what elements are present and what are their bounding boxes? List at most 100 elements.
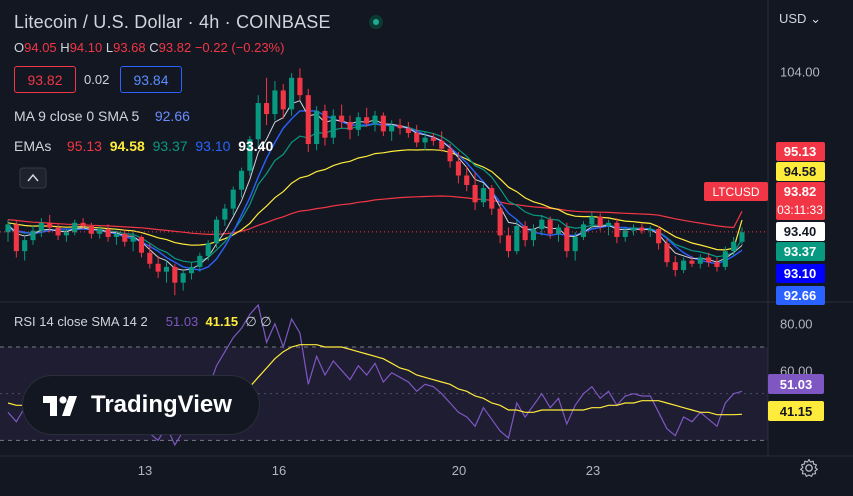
candle-body: [88, 225, 94, 234]
candle-body: [122, 233, 128, 242]
price-tag-label: 92.66: [784, 288, 817, 303]
candle-body: [80, 222, 86, 226]
candle-body: [639, 227, 645, 231]
candle-body: [505, 235, 512, 252]
time-label: 20: [452, 463, 466, 478]
sell-button[interactable]: 93.82: [14, 66, 76, 93]
chevron-up-icon: [27, 173, 39, 182]
tradingview-wordmark: TradingView: [91, 391, 232, 418]
candle-body: [414, 132, 420, 143]
rsi-tag-label: 41.15: [780, 404, 813, 419]
candle-body: [238, 170, 245, 190]
candle-body: [472, 184, 478, 203]
candle-body: [689, 260, 695, 264]
spread-value: 0.02: [84, 72, 110, 87]
candle-body: [522, 225, 528, 241]
candle-body: [514, 225, 520, 252]
candle-body: [580, 224, 587, 237]
candle-body: [322, 110, 328, 138]
time-label: 16: [272, 463, 286, 478]
candles-group: [5, 68, 745, 296]
candle-body: [572, 236, 578, 252]
candle-body: [38, 222, 44, 231]
candle-body: [130, 236, 136, 242]
buy-button[interactable]: 93.84: [120, 66, 182, 93]
candle-body: [280, 90, 286, 110]
candle-body: [530, 229, 537, 241]
candle-body: [180, 273, 186, 283]
candle-body: [631, 227, 637, 231]
candle-body: [555, 227, 562, 234]
rsi-tag: [768, 401, 824, 421]
candle-body: [297, 77, 303, 96]
price-tag: [776, 162, 825, 181]
candle-body: [305, 95, 311, 144]
candle-body: [155, 263, 161, 272]
candle-body: [622, 230, 628, 237]
candle-body: [739, 232, 745, 242]
chevron-down-icon: ⌄: [810, 11, 821, 26]
candle-body: [731, 241, 737, 252]
candle-body: [430, 137, 436, 141]
time-label: 23: [586, 463, 600, 478]
ohlc-readout: O94.05 H94.10 L93.68 C93.82 −0.22 (−0.23…: [14, 40, 285, 55]
candle-body: [364, 117, 370, 124]
candle-body: [614, 222, 620, 237]
candle-body: [63, 232, 69, 236]
candle-body: [497, 208, 503, 236]
rsi-tag: [768, 374, 824, 394]
price-change: −0.22 (−0.23%): [194, 40, 285, 55]
candle-body: [455, 161, 461, 176]
symbol-tag: [704, 182, 768, 201]
rsi-legend[interactable]: RSI 14 close SMA 14 2 51.03 41.15 ∅ ∅: [14, 314, 272, 329]
symbol-title[interactable]: Litecoin / U.S. Dollar · 4h · COINBASE: [14, 12, 331, 32]
candle-body: [355, 117, 361, 130]
emas-legend[interactable]: EMAs 95.13 94.58 93.37 93.10 93.40: [14, 138, 274, 154]
candle-body: [147, 252, 153, 264]
candle-body: [397, 125, 403, 129]
candle-body: [5, 224, 11, 233]
candle-body: [247, 139, 253, 171]
candle-body: [489, 188, 495, 209]
currency-dropdown[interactable]: USD ⌄: [779, 11, 821, 26]
candle-body: [722, 251, 728, 267]
candle-body: [97, 229, 103, 234]
candle-body: [647, 229, 653, 231]
candle-body: [255, 103, 261, 140]
series-line-0: [7, 195, 743, 235]
countdown-label: 03:11:33: [777, 203, 823, 217]
candle-body: [656, 229, 662, 244]
price-tag-label: 94.58: [784, 164, 817, 179]
price-tick-label: 104.00: [780, 65, 820, 80]
price-tag: [776, 286, 825, 305]
candle-body: [289, 77, 295, 110]
candle-body: [664, 243, 670, 263]
settings-gear-icon[interactable]: [799, 458, 819, 478]
price-tag: [776, 264, 825, 283]
candle-body: [597, 216, 603, 226]
candle-body: [380, 115, 386, 132]
candle-body: [138, 236, 145, 253]
candle-body: [197, 255, 203, 267]
candle-body: [330, 115, 336, 138]
ma-legend[interactable]: MA 9 close 0 SMA 5 92.66: [14, 108, 190, 124]
price-tag-label: 93.37: [784, 244, 817, 259]
candle-body: [113, 233, 119, 237]
candle-body: [205, 243, 211, 256]
candle-body: [22, 240, 28, 252]
candle-body: [605, 222, 612, 226]
candle-body: [480, 188, 486, 203]
candle-body: [372, 115, 378, 124]
rsi-tag-label: 51.03: [780, 377, 813, 392]
candle-body: [188, 266, 195, 274]
tradingview-logo[interactable]: TradingView: [22, 375, 260, 435]
candle-body: [55, 227, 61, 236]
collapse-legend-button[interactable]: [19, 167, 47, 189]
rsi-tick-label: 80.00: [780, 317, 813, 332]
price-tag: [776, 142, 825, 161]
candle-body: [439, 140, 445, 149]
series-line-3: [7, 110, 743, 271]
candle-body: [105, 229, 111, 237]
